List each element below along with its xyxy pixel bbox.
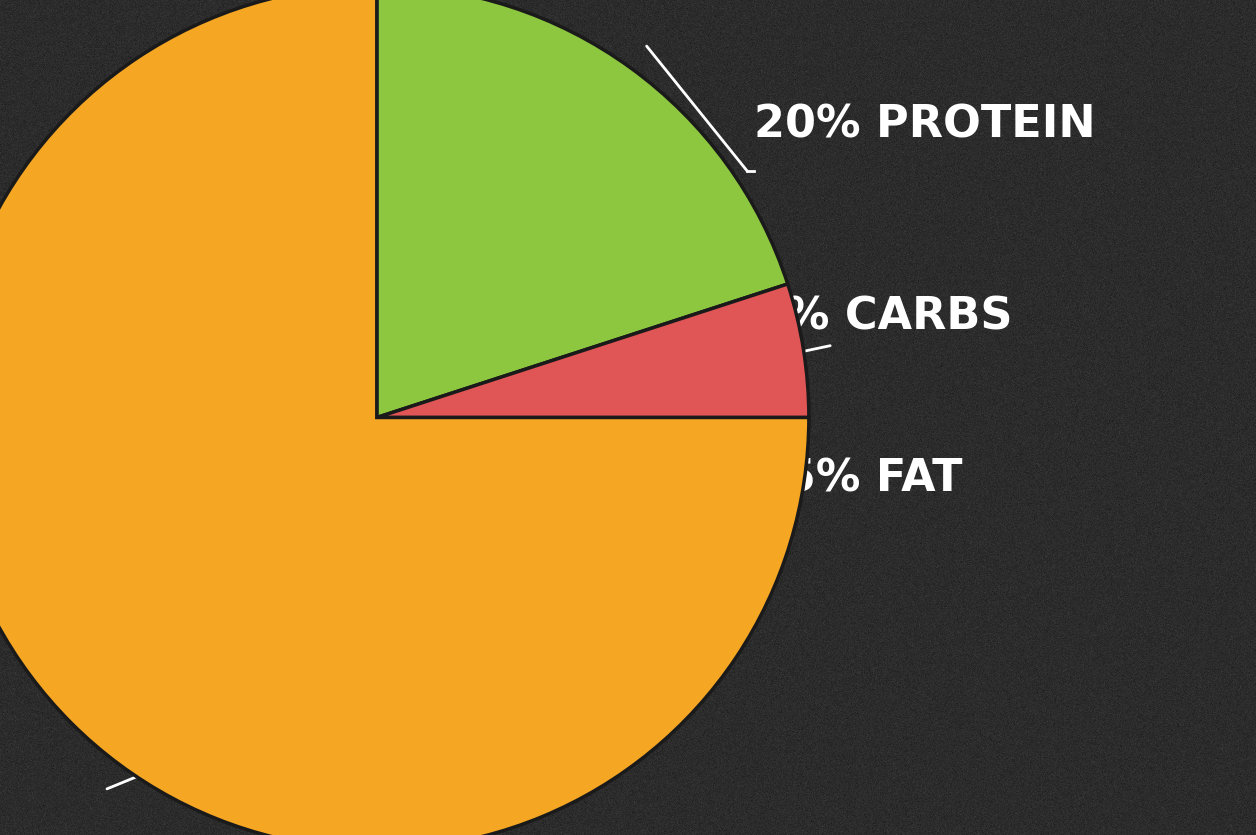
Text: 20% PROTEIN: 20% PROTEIN [754,104,1095,146]
Wedge shape [377,0,788,418]
Wedge shape [0,0,809,835]
Wedge shape [377,284,809,418]
Text: 75% FAT: 75% FAT [754,458,962,501]
Text: 5% CARBS: 5% CARBS [754,296,1012,338]
